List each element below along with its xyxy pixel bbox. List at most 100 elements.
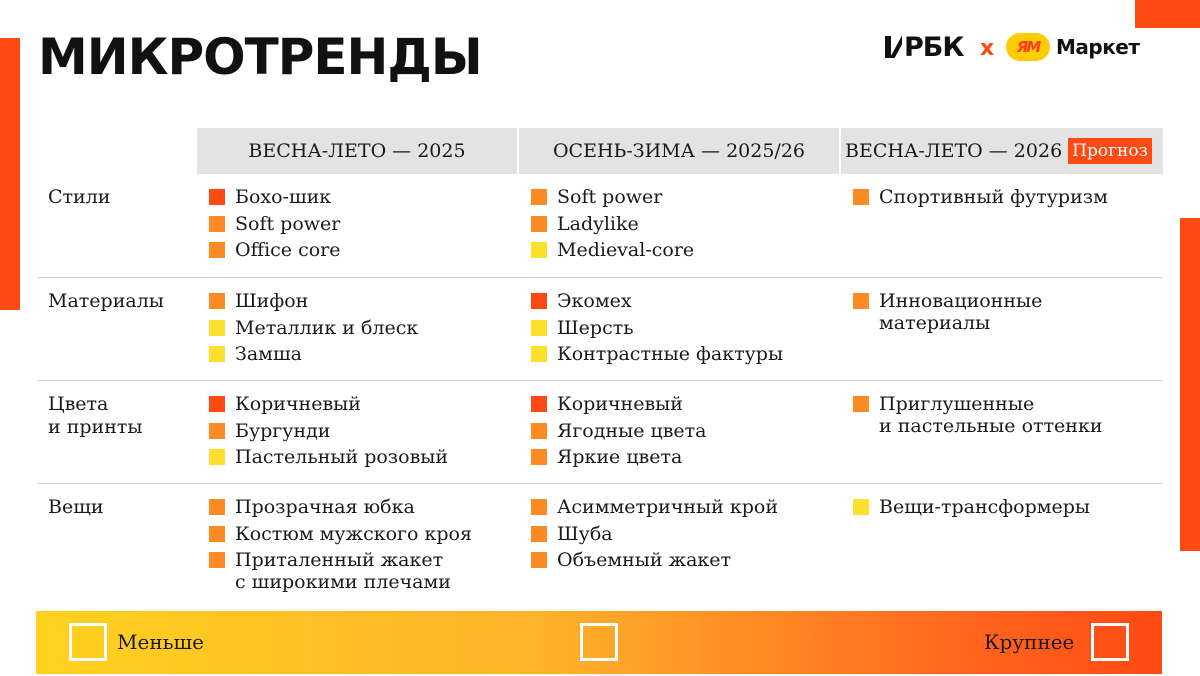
legend-label-larger: Крупнее — [984, 630, 1075, 654]
row-divider — [38, 277, 1162, 278]
row-divider — [38, 380, 1162, 381]
trend-label: Пастельный розовый — [235, 446, 449, 468]
level-swatch-yellow — [209, 346, 225, 362]
row-label: Цвета и принты — [48, 393, 143, 438]
list-item: Medieval-core — [531, 239, 694, 261]
table-cell: Экомех Шерсть Контрастные фактуры — [531, 290, 783, 370]
table-cell: Приглушенные и пастельные оттенки — [853, 393, 1102, 442]
list-item: Пастельный розовый — [209, 446, 448, 468]
trend-label: Шифон — [235, 290, 309, 312]
list-item: Спортивный футуризм — [853, 186, 1108, 208]
trend-label: Medieval-core — [557, 239, 695, 261]
level-swatch-yellow — [531, 346, 547, 362]
logo-separator: x — [980, 35, 995, 61]
level-swatch-orange — [853, 189, 869, 205]
list-item: Бохо-шик — [209, 186, 340, 208]
list-item: Асимметричный крой — [531, 496, 778, 518]
level-swatch-orange — [531, 189, 547, 205]
yandex-market-icon: ЯМ — [1006, 33, 1050, 61]
trend-label: Металлик и блеск — [235, 316, 419, 339]
column-header-ss2025: ВЕСНА-ЛЕТО — 2025 — [197, 128, 517, 174]
list-item: Бургунди — [209, 420, 448, 442]
level-swatch-orange — [853, 396, 869, 412]
list-item: Приталенный жакет с широкими плечами — [209, 549, 472, 593]
table-cell: Прозрачная юбка Костюм мужского кроя Прита… — [209, 496, 472, 598]
list-item: Ягодные цвета — [531, 420, 707, 442]
trend-label: Бохо-шик — [235, 186, 332, 208]
list-item: Шуба — [531, 523, 778, 545]
rbk-logo: РБК — [885, 31, 964, 63]
list-item: Костюм мужского кроя — [209, 523, 472, 545]
trend-label: Экомех — [557, 290, 632, 312]
level-swatch-red — [209, 396, 225, 412]
legend-box-medium — [580, 623, 618, 661]
list-item: Шифон — [209, 290, 418, 312]
yandex-market-logo: ЯМ Маркет — [1006, 32, 1140, 62]
trend-label: Ягодные цвета — [557, 419, 707, 442]
trend-label: Коричневый — [557, 393, 683, 415]
yandex-market-logo-text: Маркет — [1056, 35, 1140, 59]
table-cell: Бохо-шик Soft power Office core — [209, 186, 340, 266]
level-swatch-orange — [209, 525, 225, 542]
row-label: Стили — [48, 186, 111, 208]
level-swatch-orange — [209, 242, 225, 258]
level-swatch-orange — [209, 552, 225, 568]
legend-bar: Меньше Крупнее — [36, 611, 1162, 674]
level-swatch-red — [209, 189, 225, 205]
list-item: Металлик и блеск — [209, 317, 418, 339]
legend-box-larger — [1091, 623, 1129, 661]
list-item: Замша — [209, 343, 418, 365]
trend-label: Вещи-трансформеры — [879, 496, 1091, 518]
list-item: Коричневый — [531, 393, 707, 415]
list-item: Soft power — [531, 186, 694, 208]
trend-label: Контрастные фактуры — [557, 343, 784, 365]
level-swatch-orange — [531, 449, 547, 465]
level-swatch-yellow — [853, 499, 869, 515]
decor-bar-top-right — [1135, 0, 1200, 28]
level-swatch-orange — [209, 499, 225, 515]
decor-bar-right — [1180, 218, 1200, 551]
trend-label: Яркие цвета — [557, 446, 683, 468]
trend-label: Инновационные материалы — [879, 290, 1043, 334]
trend-label: Приглушенные и пастельные оттенки — [879, 393, 1103, 437]
list-item: Инновационные материалы — [853, 290, 1042, 334]
list-item: Коричневый — [209, 393, 448, 415]
level-swatch-orange — [531, 552, 547, 568]
row-divider — [38, 483, 1162, 484]
table-cell: Спортивный футуризм — [853, 186, 1108, 213]
legend-box-smaller — [69, 623, 107, 661]
table-cell: Коричневый Ягодные цвета Яркие цвета — [531, 393, 707, 473]
trend-label: Замша — [235, 343, 302, 365]
column-header-label: ОСЕНЬ-ЗИМА — 2025/26 — [552, 140, 806, 162]
row-label: Материалы — [48, 290, 164, 312]
legend-label-smaller: Меньше — [117, 630, 204, 654]
rbk-logo-text: РБК — [904, 31, 964, 63]
list-item: Объемный жакет — [531, 549, 778, 571]
trend-label: Office core — [235, 239, 341, 261]
trend-label: Прозрачная юбка — [235, 496, 415, 518]
level-swatch-yellow — [531, 319, 547, 336]
level-swatch-yellow — [209, 319, 225, 336]
column-header-fw2025: ОСЕНЬ-ЗИМА — 2025/26 — [519, 128, 839, 174]
table-cell: Вещи-трансформеры — [853, 496, 1090, 523]
list-item: Прозрачная юбка — [209, 496, 472, 518]
list-item: Office core — [209, 239, 340, 261]
level-swatch-orange — [209, 422, 225, 439]
list-item: Вещи-трансформеры — [853, 496, 1090, 518]
trend-label: Шуба — [557, 522, 613, 545]
table-cell: Инновационные материалы — [853, 290, 1042, 339]
column-header-ss2026: ВЕСНА-ЛЕТО — 2026 Прогноз — [841, 128, 1163, 174]
level-swatch-orange — [209, 293, 225, 309]
trend-label: Костюм мужского кроя — [235, 522, 472, 545]
level-swatch-orange — [853, 293, 869, 309]
rbk-mark-icon — [885, 36, 902, 58]
list-item: Soft power — [209, 213, 340, 235]
trend-label: Шерсть — [557, 316, 634, 339]
trend-label: Soft power — [557, 186, 663, 208]
level-swatch-orange — [531, 525, 547, 542]
table-cell: Коричневый Бургунди Пастельный розовый — [209, 393, 448, 473]
level-swatch-orange — [531, 422, 547, 439]
level-swatch-red — [531, 293, 547, 309]
forecast-badge: Прогноз — [1068, 138, 1152, 164]
level-swatch-orange — [531, 499, 547, 515]
